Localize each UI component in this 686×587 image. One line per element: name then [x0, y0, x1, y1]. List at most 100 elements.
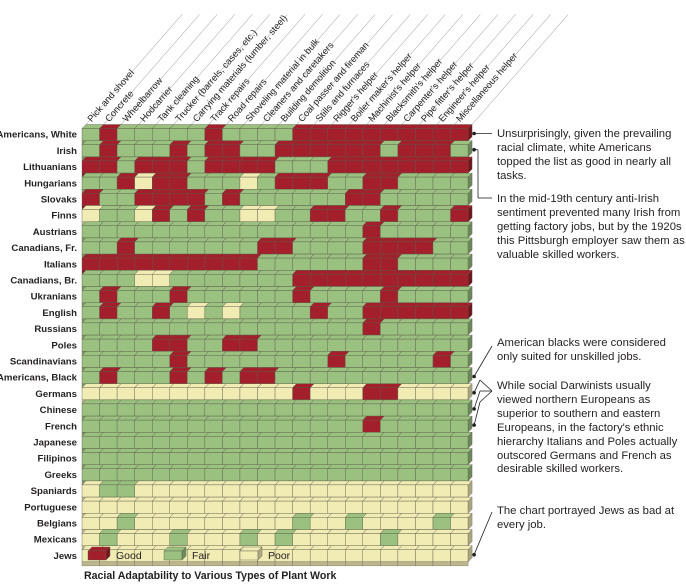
row-end-face: [467, 480, 473, 498]
cell-front-face: [257, 500, 276, 514]
cell-front-face: [257, 225, 276, 239]
row-end-face: [467, 286, 473, 304]
cell-front-face: [450, 128, 469, 141]
cell-front-face: [345, 160, 363, 174]
cell-front-face: [187, 274, 206, 287]
cell-front-face: [397, 160, 416, 174]
cell-front-face: [204, 452, 223, 465]
cell-front-face: [327, 533, 346, 546]
row-end-face: [467, 496, 473, 514]
cell-front-face: [239, 306, 258, 320]
cell-front-face: [169, 419, 188, 433]
cell-front-face: [151, 322, 170, 336]
row-end-face: [467, 545, 473, 563]
column-rule: [208, 14, 306, 125]
cell-front-face: [380, 306, 399, 320]
cell-front-face: [222, 257, 241, 271]
cell-front-face: [257, 160, 276, 174]
cell-front-face: [362, 176, 381, 190]
cell-front-face: [134, 160, 153, 174]
heatmap-cell: [204, 302, 227, 324]
cell-front-face: [309, 176, 328, 190]
cell-front-face: [187, 290, 206, 303]
cell-front-face: [415, 419, 434, 433]
column-rule: [278, 14, 376, 125]
cell-front-face: [309, 355, 328, 368]
cell-front-face: [415, 225, 434, 239]
heatmap-cell: [204, 545, 227, 567]
cell-front-face: [239, 160, 258, 174]
cell-front-face: [380, 436, 399, 449]
cell-front-face: [187, 322, 206, 336]
cell-front-face: [380, 338, 399, 352]
cell-front-face: [187, 176, 206, 190]
cell-front-face: [380, 128, 399, 141]
cell-front-face: [397, 257, 416, 271]
cell-front-face: [99, 338, 118, 352]
cell-front-face: [292, 257, 311, 271]
cell-front-face: [99, 484, 118, 498]
cell-front-face: [204, 484, 223, 498]
cell-front-face: [222, 225, 241, 239]
cell-front-face: [362, 452, 381, 465]
cell-front-face: [99, 419, 118, 433]
cell-front-face: [362, 144, 381, 158]
cell-front-face: [450, 452, 469, 465]
cell-side-face: [99, 561, 118, 567]
column-rule: [138, 14, 235, 125]
cell-front-face: [169, 193, 188, 206]
cell-front-face: [239, 144, 258, 158]
cell-front-face: [380, 387, 399, 401]
cell-front-face: [415, 436, 434, 449]
cell-front-face: [239, 403, 258, 417]
cell-front-face: [204, 419, 223, 433]
cell-front-face: [432, 533, 451, 546]
cell-front-face: [274, 387, 293, 401]
cell-front-face: [345, 549, 363, 563]
row-end-face: [467, 464, 473, 482]
cell-front-face: [222, 274, 241, 287]
cell-front-face: [151, 290, 170, 303]
cell-front-face: [327, 419, 346, 433]
cell-front-face: [432, 306, 451, 320]
cell-front-face: [345, 274, 363, 287]
legend-swatch-side: [105, 546, 111, 561]
cell-front-face: [327, 452, 346, 465]
cell-front-face: [257, 241, 276, 255]
cell-front-face: [309, 193, 328, 206]
cell-front-face: [134, 274, 153, 287]
cell-front-face: [380, 403, 399, 417]
cell-front-face: [327, 290, 346, 303]
cell-front-face: [309, 500, 328, 514]
column-rule: [261, 14, 358, 125]
cell-front-face: [99, 144, 118, 158]
row-label-jews: Jews: [54, 551, 77, 562]
cell-front-face: [257, 257, 276, 271]
legend-swatch: [87, 550, 107, 561]
cell-front-face: [222, 436, 241, 449]
cell-front-face: [292, 193, 311, 206]
cell-front-face: [327, 144, 346, 158]
row-end-face: [467, 269, 473, 287]
row-end-face: [467, 334, 473, 352]
column-rule: [173, 14, 270, 125]
cell-front-face: [362, 500, 381, 514]
cell-front-face: [81, 290, 100, 303]
cell-front-face: [151, 144, 170, 158]
cell-front-face: [134, 403, 153, 417]
cell-front-face: [116, 225, 135, 239]
cell-front-face: [81, 274, 100, 287]
cell-front-face: [362, 419, 381, 433]
cell-front-face: [274, 274, 293, 287]
cell-front-face: [116, 436, 135, 449]
cell-front-face: [134, 355, 153, 368]
legend-item-good: Good: [87, 546, 142, 562]
cell-front-face: [450, 144, 469, 158]
cell-front-face: [204, 355, 223, 368]
cell-front-face: [362, 322, 381, 336]
cell-front-face: [397, 338, 416, 352]
cell-front-face: [187, 517, 206, 530]
cell-front-face: [222, 484, 241, 498]
cell-front-face: [327, 387, 346, 401]
row-end-face: [467, 350, 473, 368]
